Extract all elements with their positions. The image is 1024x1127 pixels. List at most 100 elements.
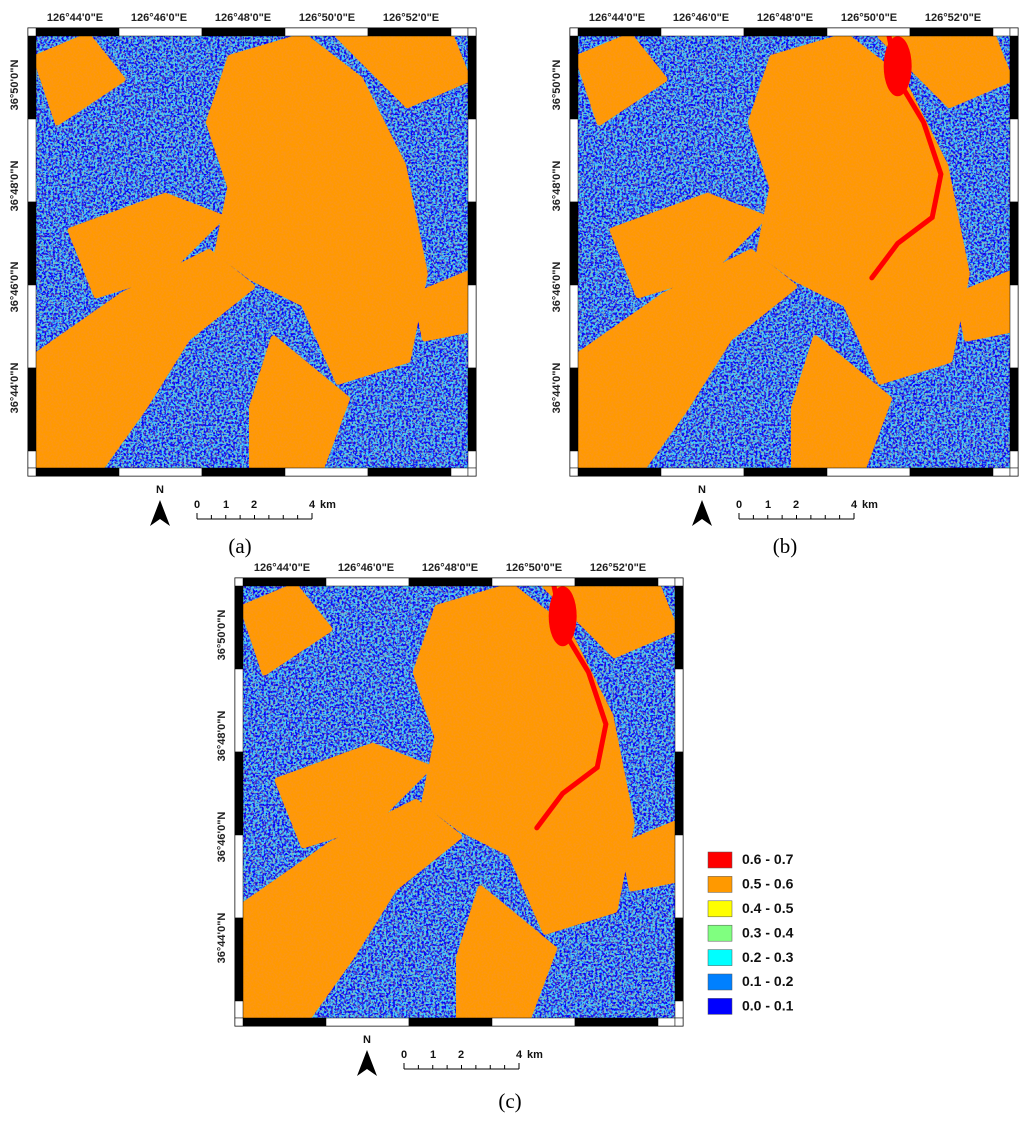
frame-segment bbox=[242, 1017, 327, 1027]
frame-corner bbox=[569, 467, 579, 477]
frame-corner bbox=[1009, 467, 1019, 477]
longitude-label: 126°48'0"E bbox=[422, 562, 478, 574]
frame-segment bbox=[118, 27, 203, 37]
frame-segment bbox=[367, 27, 452, 37]
frame-segment bbox=[577, 27, 662, 37]
frame-segment bbox=[408, 577, 493, 587]
map-speckle-warm bbox=[36, 36, 468, 468]
frame-segment bbox=[467, 367, 477, 452]
frame-segment bbox=[660, 467, 745, 477]
legend-swatch bbox=[707, 973, 733, 991]
scale-label: 4 bbox=[309, 499, 316, 511]
map-image bbox=[36, 36, 468, 468]
north-label: N bbox=[363, 1034, 371, 1046]
frame-corner bbox=[1009, 27, 1019, 37]
latitude-label: 36°44'0"N bbox=[9, 363, 21, 414]
latitude-label: 36°48'0"N bbox=[551, 161, 563, 212]
frame-segment bbox=[284, 27, 369, 37]
frame-segment bbox=[569, 284, 579, 369]
scale-unit: km bbox=[527, 1049, 543, 1061]
frame-segment bbox=[569, 118, 579, 203]
frame-segment bbox=[234, 917, 244, 1002]
frame-segment bbox=[1009, 118, 1019, 203]
legend-swatch bbox=[707, 900, 733, 918]
frame-segment bbox=[909, 467, 994, 477]
frame-segment bbox=[674, 668, 684, 753]
legend-swatch bbox=[707, 949, 733, 966]
map-panel: 126°44'0"E 126°46'0"E 126°48'0"E 126°50'0"E… bbox=[551, 12, 1019, 558]
frame-segment bbox=[325, 577, 410, 587]
latitude-label: 36°50'0"N bbox=[216, 610, 228, 661]
frame-segment bbox=[27, 118, 37, 203]
panel-label: (c) bbox=[498, 1089, 521, 1113]
latitude-label: 36°50'0"N bbox=[551, 60, 563, 111]
frame-segment bbox=[660, 27, 745, 37]
frame-segment bbox=[27, 35, 37, 120]
scale-unit: km bbox=[320, 499, 336, 511]
legend-swatch bbox=[707, 924, 733, 942]
frame-segment bbox=[674, 834, 684, 919]
scale-label: 1 bbox=[223, 499, 229, 511]
frame-segment bbox=[574, 1017, 659, 1027]
longitude-label: 126°52'0"E bbox=[925, 12, 981, 24]
frame-segment bbox=[1009, 35, 1019, 120]
latitude-label: 36°46'0"N bbox=[551, 262, 563, 313]
frame-segment bbox=[992, 467, 1011, 477]
scale-label: 4 bbox=[516, 1049, 523, 1061]
scale-label: 4 bbox=[851, 499, 858, 511]
frame-segment bbox=[657, 577, 676, 587]
scale-label: 0 bbox=[736, 499, 742, 511]
scale-unit: km bbox=[862, 499, 878, 511]
frame-corner bbox=[467, 467, 477, 477]
north-label: N bbox=[156, 484, 164, 496]
frame-segment bbox=[35, 467, 120, 477]
longitude-label: 126°46'0"E bbox=[338, 562, 394, 574]
frame-segment bbox=[467, 450, 477, 469]
map-speckle-warm bbox=[578, 36, 1010, 468]
frame-segment bbox=[674, 917, 684, 1002]
scale-label: 1 bbox=[430, 1049, 436, 1061]
frame-segment bbox=[242, 577, 327, 587]
frame-segment bbox=[992, 27, 1011, 37]
frame-segment bbox=[674, 1000, 684, 1019]
frame-segment bbox=[450, 27, 469, 37]
frame-segment bbox=[1009, 450, 1019, 469]
scale-label: 0 bbox=[401, 1049, 407, 1061]
legend-label: 0.5 - 0.6 bbox=[742, 876, 794, 892]
longitude-label: 126°48'0"E bbox=[215, 12, 271, 24]
north-label: N bbox=[698, 484, 706, 496]
frame-segment bbox=[408, 1017, 493, 1027]
frame-segment bbox=[826, 27, 911, 37]
frame-segment bbox=[657, 1017, 676, 1027]
legend-swatch bbox=[707, 998, 733, 1015]
frame-segment bbox=[1009, 284, 1019, 369]
legend-label: 0.3 - 0.4 bbox=[742, 924, 794, 940]
legend-label: 0.1 - 0.2 bbox=[742, 973, 794, 989]
frame-corner bbox=[27, 27, 37, 37]
latitude-label: 36°46'0"N bbox=[216, 812, 228, 863]
frame-segment bbox=[27, 450, 37, 469]
longitude-label: 126°50'0"E bbox=[506, 562, 562, 574]
frame-segment bbox=[27, 367, 37, 452]
frame-segment bbox=[743, 467, 828, 477]
latitude-label: 36°44'0"N bbox=[551, 363, 563, 414]
frame-corner bbox=[674, 1017, 684, 1027]
frame-segment bbox=[27, 284, 37, 369]
map-image bbox=[578, 36, 1010, 468]
frame-segment bbox=[491, 577, 576, 587]
legend: 0.6 - 0.7 0.5 - 0.6 0.4 - 0.5 0.3 - 0.4 0.2 … bbox=[707, 851, 794, 1015]
panel-label: (a) bbox=[228, 534, 251, 558]
frame-segment bbox=[569, 367, 579, 452]
frame-segment bbox=[284, 467, 369, 477]
frame-segment bbox=[467, 35, 477, 120]
latitude-label: 36°44'0"N bbox=[216, 913, 228, 964]
panel-label: (b) bbox=[773, 534, 798, 558]
scale-label: 1 bbox=[765, 499, 771, 511]
frame-segment bbox=[234, 834, 244, 919]
longitude-label: 126°52'0"E bbox=[383, 12, 439, 24]
longitude-label: 126°52'0"E bbox=[590, 562, 646, 574]
longitude-label: 126°46'0"E bbox=[131, 12, 187, 24]
frame-segment bbox=[577, 467, 662, 477]
latitude-label: 36°48'0"N bbox=[9, 161, 21, 212]
